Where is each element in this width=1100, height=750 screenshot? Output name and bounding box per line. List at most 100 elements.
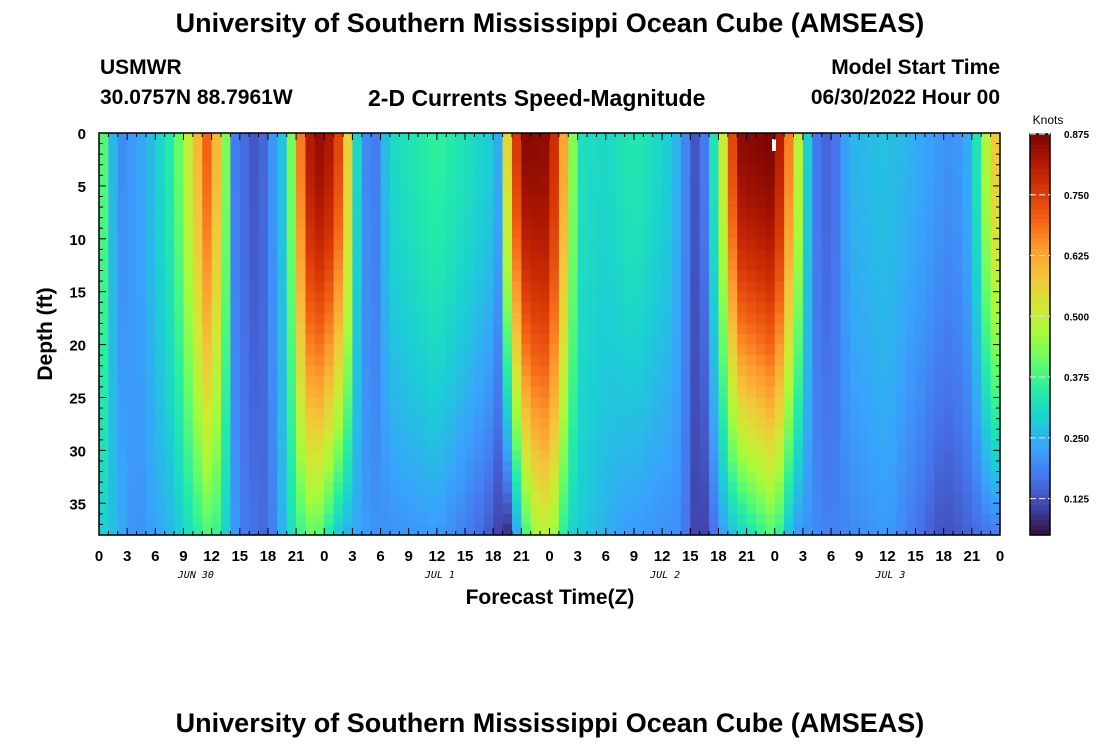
- heatmap-cell: [239, 418, 250, 430]
- heatmap-cell: [774, 429, 785, 441]
- heatmap-cell: [587, 291, 598, 303]
- heatmap-cell: [821, 196, 832, 208]
- heatmap-cell: [155, 344, 166, 356]
- heatmap-cell: [258, 164, 269, 176]
- heatmap-cell: [699, 397, 710, 409]
- heatmap-cell: [652, 217, 663, 229]
- heatmap-cell: [699, 185, 710, 198]
- heatmap-cell: [502, 450, 513, 462]
- heatmap-cell: [802, 281, 813, 293]
- heatmap-cell: [633, 154, 644, 166]
- heatmap-cell: [718, 164, 729, 176]
- heatmap-cell: [962, 334, 973, 346]
- heatmap-cell: [314, 154, 325, 166]
- heatmap-cell: [859, 482, 870, 494]
- heatmap-cell: [511, 460, 522, 473]
- heatmap-cell: [474, 376, 485, 388]
- heatmap-cell: [324, 281, 335, 293]
- heatmap-cell: [371, 365, 382, 377]
- heatmap-cell: [249, 164, 260, 176]
- heatmap-cell: [286, 334, 297, 346]
- heatmap-cell: [99, 164, 109, 176]
- heatmap-cell: [605, 154, 616, 166]
- heatmap-cell: [633, 503, 644, 515]
- heatmap-cell: [221, 397, 231, 409]
- heatmap-cell: [183, 408, 194, 420]
- heatmap-cell: [662, 312, 673, 325]
- heatmap-cell: [831, 460, 842, 473]
- heatmap-cell: [389, 312, 400, 325]
- heatmap-cell: [230, 418, 241, 430]
- heatmap-cell: [793, 429, 804, 441]
- heatmap-cell: [718, 281, 729, 293]
- heatmap-cell: [906, 312, 917, 325]
- heatmap-cell: [333, 376, 344, 388]
- heatmap-cell: [615, 312, 626, 325]
- heatmap-cell: [249, 270, 260, 282]
- heatmap-cell: [587, 492, 598, 504]
- heatmap-cell: [643, 270, 654, 282]
- heatmap-cell: [774, 460, 785, 473]
- heatmap-cell: [493, 365, 504, 377]
- colorbar-swatch: [1030, 499, 1050, 506]
- heatmap-cell: [211, 524, 222, 536]
- heatmap-cell: [483, 376, 494, 388]
- heatmap-cell: [436, 281, 447, 293]
- heatmap-cell: [906, 365, 917, 377]
- heatmap-cell: [361, 365, 372, 377]
- heatmap-cell: [117, 302, 128, 314]
- heatmap-cell: [793, 207, 804, 219]
- heatmap-cell: [831, 355, 842, 367]
- heatmap-cell: [530, 365, 541, 377]
- colorbar-swatch: [1030, 139, 1050, 145]
- heatmap-cell: [127, 450, 138, 462]
- heatmap-cell: [324, 196, 335, 208]
- heatmap-cell: [849, 355, 860, 367]
- heatmap-cell: [859, 344, 870, 356]
- heatmap-cell: [849, 133, 860, 145]
- heatmap-cell: [662, 196, 673, 208]
- heatmap-cell: [446, 408, 457, 420]
- heatmap-cell: [380, 334, 391, 346]
- heatmap-cell: [802, 133, 813, 145]
- heatmap-cell: [924, 334, 935, 346]
- heatmap-cell: [859, 228, 870, 240]
- heatmap-cell: [887, 450, 898, 462]
- heatmap-cell: [680, 439, 691, 451]
- heatmap-cell: [774, 482, 785, 494]
- heatmap-cell: [305, 291, 316, 303]
- heatmap-cell: [230, 207, 241, 219]
- heatmap-cell: [183, 386, 194, 399]
- heatmap-cell: [577, 513, 588, 526]
- heatmap-cell: [633, 482, 644, 494]
- heatmap-cell: [821, 281, 832, 293]
- heatmap-cell: [343, 228, 354, 240]
- heatmap-cell: [192, 217, 203, 229]
- heatmap-cell: [286, 524, 297, 536]
- heatmap-cell: [784, 450, 795, 462]
- heatmap-cell: [230, 259, 241, 272]
- heatmap-cell: [202, 429, 213, 441]
- heatmap-cell: [108, 524, 119, 536]
- heatmap-cell: [267, 312, 278, 325]
- heatmap-cell: [943, 397, 954, 409]
- heatmap-cell: [249, 482, 260, 494]
- heatmap-cell: [164, 492, 175, 504]
- colorbar-swatch: [1030, 159, 1050, 165]
- heatmap-cell: [221, 143, 231, 155]
- heatmap-cell: [324, 249, 335, 261]
- heatmap-cell: [127, 312, 138, 325]
- heatmap-cell: [202, 418, 213, 430]
- heatmap-cell: [615, 408, 626, 420]
- heatmap-cell: [868, 524, 879, 536]
- heatmap-cell: [108, 312, 119, 325]
- heatmap-cell: [408, 143, 419, 155]
- heatmap-cell: [755, 249, 766, 261]
- heatmap-cell: [361, 238, 372, 250]
- heatmap-cell: [183, 450, 194, 462]
- heatmap-cell: [859, 249, 870, 261]
- heatmap-cell: [718, 492, 729, 504]
- heatmap-cell: [671, 323, 682, 335]
- heatmap-cell: [793, 270, 804, 282]
- heatmap-cell: [145, 355, 156, 367]
